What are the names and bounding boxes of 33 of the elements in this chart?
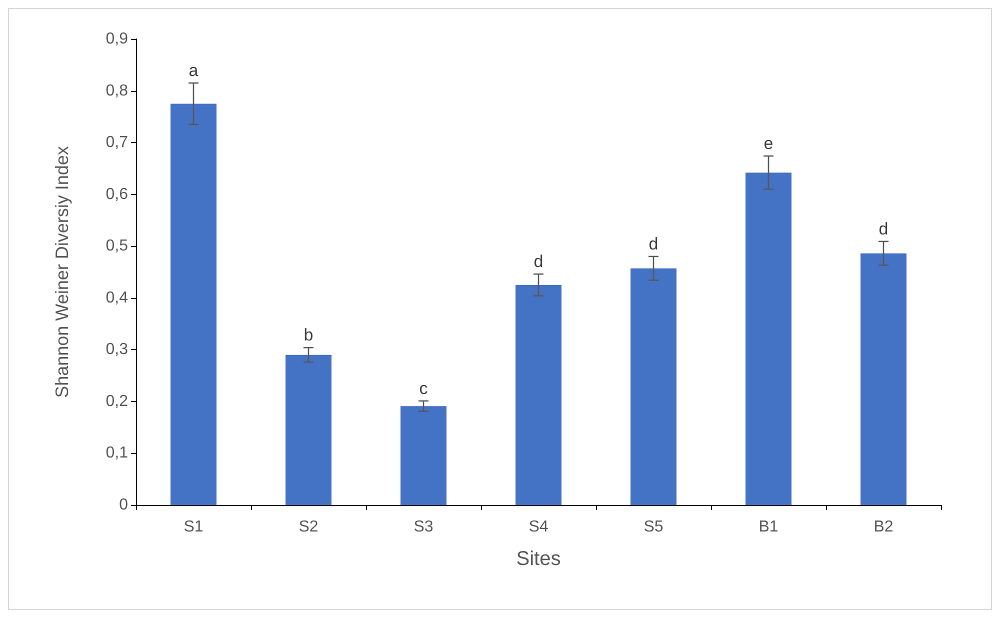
annotation: c <box>419 378 428 398</box>
y-tick-label: 0,3 <box>106 341 128 358</box>
annotation: d <box>534 252 544 272</box>
x-tick-label: S1 <box>184 518 204 536</box>
y-tick-label: 0,5 <box>106 238 128 255</box>
y-tick-label: 0,1 <box>106 444 128 462</box>
bar <box>860 253 906 505</box>
annotation: d <box>648 234 658 254</box>
x-tick-label: B2 <box>874 518 894 536</box>
y-tick-label: 0,6 <box>106 186 128 203</box>
x-tick-label: S2 <box>298 518 318 536</box>
x-tick-label: S4 <box>528 518 548 536</box>
x-axis-title: Sites <box>516 548 561 570</box>
bar <box>400 406 446 505</box>
annotation: e <box>764 134 774 154</box>
annotation: d <box>878 219 888 238</box>
y-axis-title: Shannon Weiner Diversiy Index <box>52 146 72 398</box>
y-tick-label: 0,4 <box>106 289 128 306</box>
annotation: a <box>188 61 199 80</box>
bar <box>630 268 676 505</box>
bar <box>170 104 216 505</box>
x-tick-label: S3 <box>414 518 434 536</box>
x-tick-label: S5 <box>644 518 664 536</box>
bar <box>286 354 332 505</box>
y-tick-label: 0,2 <box>106 392 128 410</box>
y-tick-label: 0,8 <box>106 82 128 100</box>
y-tick-label: 0,9 <box>106 30 128 48</box>
x-tick-label: B1 <box>758 518 778 536</box>
bar <box>746 172 792 505</box>
annotation: b <box>304 326 314 345</box>
y-tick-label: 0,7 <box>106 134 128 152</box>
bar <box>516 284 562 505</box>
y-tick-label: 0 <box>119 496 128 514</box>
